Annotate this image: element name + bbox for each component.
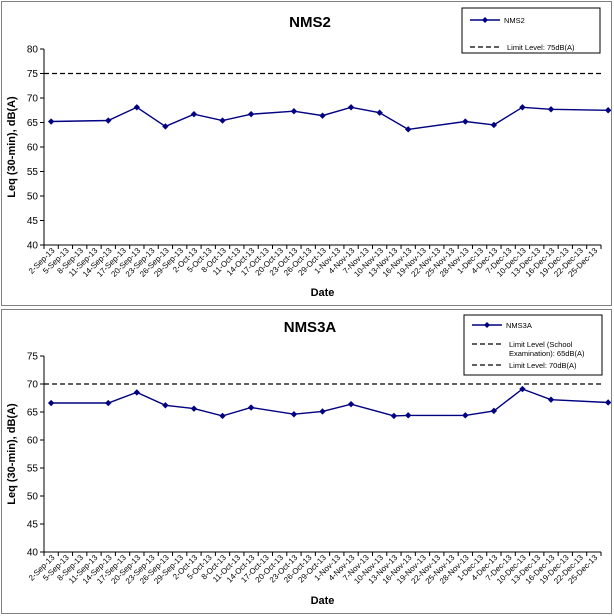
legend-marker: [482, 17, 488, 23]
data-point: [162, 402, 169, 409]
data-point: [490, 121, 498, 129]
data-point: [247, 404, 255, 411]
legend-label-limit: Limit Level: 75dB(A): [507, 43, 575, 52]
data-point: [290, 411, 298, 418]
data-point: [490, 407, 498, 415]
legend-label-series: NMS3A: [506, 321, 532, 330]
data-point: [319, 408, 326, 415]
x-axis-label: Date: [311, 287, 335, 299]
y-tick-label: 60: [27, 143, 39, 154]
series-line-nms2: [51, 106, 609, 131]
data-point: [105, 117, 112, 124]
legend-marker: [484, 322, 490, 328]
data-point: [219, 412, 226, 420]
data-point: [604, 399, 611, 406]
y-tick-label: 65: [27, 118, 39, 129]
data-point: [247, 110, 255, 118]
data-point: [547, 396, 555, 403]
data-point: [519, 104, 526, 111]
data-point: [376, 109, 383, 116]
y-axis-label: Leq (30-min), dB(A): [6, 403, 18, 505]
legend-label-limit: Limit Level (School Examination): 65dB(A): [509, 340, 585, 358]
data-point: [347, 400, 355, 408]
y-tick-label: 70: [27, 94, 39, 105]
y-tick-label: 50: [27, 192, 39, 203]
y-tick-label: 75: [27, 352, 39, 363]
chart-nms3a: NMS3A40455055606570752-Sep-135-Sep-138-S…: [6, 314, 611, 607]
y-tick-label: 45: [27, 216, 39, 227]
data-point: [519, 385, 526, 393]
y-tick-label: 45: [27, 520, 39, 531]
chart-title: NMS3A: [284, 319, 337, 336]
data-point: [47, 118, 55, 125]
legend-label-series: NMS2: [504, 16, 525, 25]
data-point: [404, 412, 412, 419]
data-point: [462, 118, 469, 125]
data-point: [219, 117, 226, 124]
x-axis-label: Date: [311, 595, 335, 607]
legend-box: [461, 7, 601, 54]
legend-label-limit: Limit Level: 70dB(A): [509, 361, 577, 370]
data-point: [347, 104, 355, 111]
data-point: [390, 412, 398, 420]
data-point: [404, 126, 412, 133]
y-tick-label: 50: [27, 492, 39, 503]
data-point: [190, 405, 198, 412]
data-point: [105, 399, 112, 407]
data-point: [604, 107, 611, 114]
y-tick-label: 80: [27, 45, 39, 56]
data-point: [162, 123, 169, 130]
data-point: [190, 110, 198, 118]
y-tick-label: 40: [27, 548, 39, 559]
y-tick-label: 60: [27, 436, 39, 447]
data-point: [47, 399, 55, 407]
chart-title: NMS2: [289, 14, 331, 31]
data-point: [290, 108, 298, 115]
data-point: [547, 106, 555, 113]
chart-panel-nms3a: NMS3A 40 45 50 55 60 65 70 75 2-Sep-13 5-Sep-13 8-S…: [1, 309, 612, 614]
data-point: [462, 412, 469, 419]
chart-panel-nms2: NMS2 40 45 50 55 60 65 70 75 80 2-Sep-13 5-Sep-13 8-…: [1, 1, 612, 306]
y-tick-label: 40: [27, 241, 39, 252]
y-tick-label: 70: [27, 380, 39, 391]
data-point: [133, 104, 141, 111]
data-point: [319, 112, 326, 119]
y-tick-label: 65: [27, 408, 39, 419]
y-tick-label: 55: [27, 464, 39, 475]
data-point: [133, 389, 141, 396]
y-tick-label: 55: [27, 167, 39, 178]
chart-nms2: NMS24045505560657075802-Sep-135-Sep-138-…: [6, 7, 611, 299]
y-tick-label: 75: [27, 69, 39, 80]
y-axis-label: Leq (30-min), dB(A): [6, 96, 18, 198]
